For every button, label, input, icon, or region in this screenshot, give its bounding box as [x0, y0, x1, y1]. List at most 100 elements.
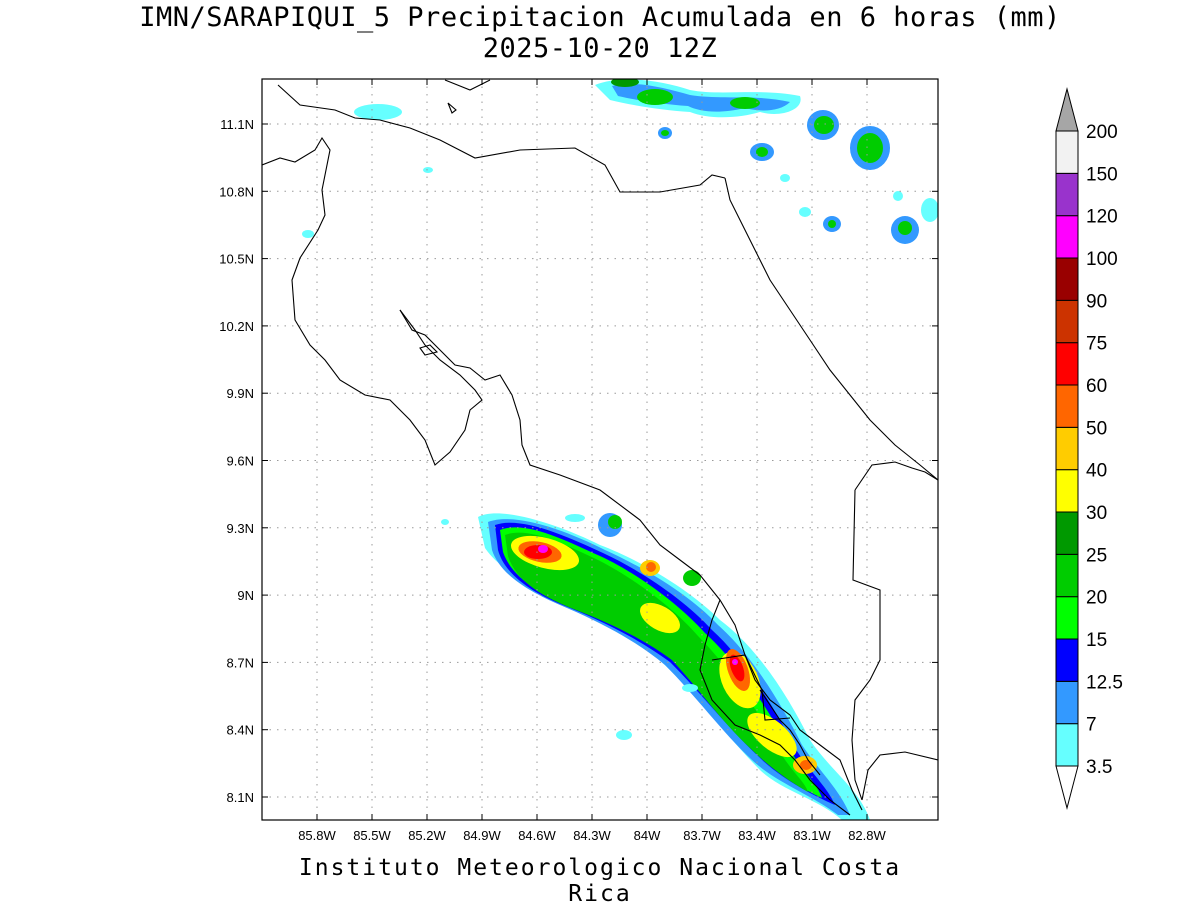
colorbar-label: 60: [1086, 376, 1107, 397]
precip-band-south-green2: [505, 532, 808, 792]
lat-tick-label: 9.9N: [227, 386, 254, 401]
colorbar-label: 15: [1086, 630, 1107, 651]
colorbar-label: 40: [1086, 461, 1107, 482]
colorbar-swatch: [1055, 172, 1079, 217]
panama-border: [851, 461, 938, 801]
panama-south-coast: [861, 751, 938, 801]
map-grid: [262, 79, 938, 820]
precip-north-green-1: [637, 89, 673, 105]
lon-tick-label: 82.8W: [848, 828, 886, 843]
colorbar-swatch: [1055, 384, 1079, 428]
colorbar-swatch: [1055, 342, 1079, 386]
colorbar-swatch: [1055, 426, 1079, 471]
lon-tick-label: 84.6W: [518, 828, 556, 843]
colorbar-swatch: [1055, 511, 1079, 555]
map-title: IMN/SARAPIQUI_5 Precipitacion Acumulada …: [0, 2, 1200, 64]
osa-peninsula: [699, 599, 851, 816]
nicoya-island: [419, 344, 439, 356]
precip-cell-isolated-4: [682, 684, 698, 692]
lat-tick-label: 9.3N: [227, 521, 254, 536]
colorbar-swatch: [1055, 680, 1079, 725]
title-line-1: IMN/SARAPIQUI_5 Precipitacion Acumulada …: [139, 2, 1061, 33]
colorbar-label: 20: [1086, 588, 1107, 609]
lat-tick-label: 8.1N: [227, 790, 254, 805]
precip-north-13: [423, 167, 433, 173]
map-frame: [261, 78, 939, 821]
lat-tick-label: 9.6N: [227, 454, 254, 469]
colorbar: 3.5 7 12.5 15 20 25 30 40 50 60 75 90 100 120 150 200: [1055, 87, 1123, 810]
lat-tick-label: 10.2N: [219, 319, 254, 334]
precip-north-10: [893, 191, 903, 201]
lat-tick-label: 9N: [237, 588, 254, 603]
colorbar-swatch: [1055, 257, 1079, 301]
precip-north-11: [354, 104, 402, 120]
golfo-dulce: [759, 689, 821, 776]
colorbar-label: 50: [1086, 418, 1107, 439]
lon-tick-label: 85.5W: [353, 828, 391, 843]
colorbar-label: 200: [1086, 122, 1118, 143]
precip-north-7b: [828, 220, 836, 228]
lon-tick-label: 83.1W: [793, 828, 831, 843]
lon-tick-label: 84.9W: [463, 828, 501, 843]
precip-north-green-3: [611, 79, 639, 87]
colorbar-swatch: [1055, 215, 1079, 259]
credit-text: Instituto Meteorologico Nacional Costa R…: [298, 855, 902, 907]
precip-cell-isolated-2: [441, 519, 449, 525]
colorbar-label: 7: [1086, 715, 1097, 736]
precip-cell-yellow-2: [640, 602, 680, 634]
title-line-2: 2025-10-20 12Z: [482, 33, 718, 64]
precip-cell-yellow-4: [747, 712, 797, 758]
caribbean-coast: [724, 177, 938, 481]
precip-cell-magenta-1: [538, 545, 548, 553]
lon-tick-label: 83.7W: [683, 828, 721, 843]
precip-cell-orange-4: [646, 562, 656, 572]
lat-tick-label: 10.8N: [219, 184, 254, 199]
lat-tick-label: 11.1N: [220, 117, 254, 132]
colorbar-top-arrow: [1055, 87, 1079, 132]
lon-tick-label: 85.8W: [298, 828, 336, 843]
precip-north-6b: [898, 221, 912, 235]
precip-north-5b: [857, 133, 883, 163]
precip-north-14: [780, 174, 790, 182]
lon-tick-label: 84.3W: [573, 828, 611, 843]
precipitation-field: [302, 79, 938, 820]
precip-cell-isolated-3: [565, 514, 585, 522]
pacific-coast-north: [262, 136, 483, 466]
lat-tick-label: 8.7N: [227, 655, 254, 670]
colorbar-swatch: [1055, 723, 1079, 767]
colorbar-label: 25: [1086, 545, 1107, 566]
colorbar-swatch: [1055, 469, 1079, 513]
colorbar-label: 150: [1086, 164, 1118, 185]
border-cr-panama-inner: [711, 654, 791, 721]
precip-north-8: [799, 207, 811, 217]
colorbar-swatch: [1055, 638, 1079, 682]
nicaragua-lake-shore: [444, 79, 491, 91]
precip-north-green-2: [730, 97, 760, 109]
colorbar-label: 90: [1086, 291, 1107, 312]
lon-tick-label: 85.2W: [408, 828, 446, 843]
coastlines: [262, 79, 938, 816]
latitude-tick-labels: 11.1N 10.8N 10.5N 10.2N 9.9N 9.6N 9.3N 9N 8.7N 8.…: [219, 117, 938, 805]
colorbar-swatch: [1055, 553, 1079, 598]
precip-cell-isolated-5b: [608, 515, 622, 529]
colorbar-label: 120: [1086, 207, 1118, 228]
colorbar-label: 12.5: [1086, 672, 1123, 693]
precip-north-12: [302, 230, 314, 238]
nicaragua-border: [277, 84, 726, 193]
lake-outline: [447, 102, 457, 114]
precip-cell-isolated-1: [616, 730, 632, 740]
colorbar-label: 3.5: [1086, 757, 1112, 778]
nicoya-gulf: [399, 309, 863, 811]
colorbar-swatch: [1055, 596, 1079, 640]
precip-north-2b: [661, 130, 669, 136]
colorbar-swatch: [1055, 299, 1079, 344]
lat-tick-label: 8.4N: [227, 723, 254, 738]
precip-cell-orange-3: [800, 760, 812, 770]
longitude-tick-labels: 85.8W 85.5W 85.2W 84.9W 84.6W 84.3W 84W 83.7W 83…: [298, 79, 887, 843]
precip-north-3b: [756, 147, 768, 157]
colorbar-label: 75: [1086, 334, 1107, 355]
colorbar-label: 100: [1086, 249, 1118, 270]
lat-tick-label: 10.5N: [219, 252, 254, 267]
precip-cell-isolated-6: [683, 570, 701, 586]
